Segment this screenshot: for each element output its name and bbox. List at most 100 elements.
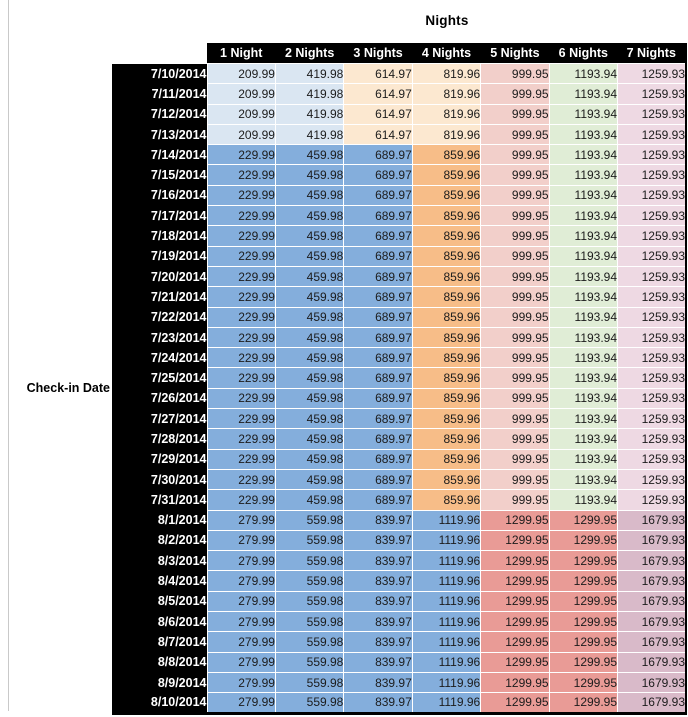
price-cell: 839.97 <box>343 651 413 673</box>
price-cell: 689.97 <box>343 428 413 450</box>
row-date: 7/20/2014 <box>112 266 207 287</box>
table-row: 7/17/2014 229.99 459.98 689.97 859.96 999.95 1… <box>112 205 688 227</box>
price-cell: 819.96 <box>411 103 482 125</box>
pricing-table: 1 Night 2 Nights 3 Nights 4 Nights 5 Nights 6… <box>112 43 688 715</box>
price-cell: 1679.93 <box>617 651 688 673</box>
price-cell: 1299.95 <box>548 692 619 715</box>
price-cell: 419.98 <box>274 83 345 105</box>
price-cell: 999.95 <box>480 123 550 146</box>
table-row: 7/29/2014 229.99 459.98 689.97 859.96 999.95 1… <box>112 448 688 470</box>
row-axis-label: Check-in Date <box>26 381 110 395</box>
price-cell: 1299.95 <box>548 611 619 633</box>
price-cell: 229.99 <box>206 286 276 308</box>
price-cell: 559.98 <box>274 590 345 613</box>
price-cell: 839.97 <box>343 692 413 715</box>
price-cell: 459.98 <box>274 367 345 389</box>
price-cell: 1119.96 <box>411 671 482 694</box>
price-cell: 279.99 <box>206 651 276 673</box>
price-cell: 839.97 <box>343 631 413 653</box>
price-cell: 689.97 <box>343 387 413 410</box>
price-cell: 839.97 <box>343 509 413 531</box>
table-row: 8/5/2014 279.99 559.98 839.97 1119.96 1299.95… <box>112 590 688 613</box>
row-date: 7/19/2014 <box>112 246 207 267</box>
price-cell: 459.98 <box>274 428 345 450</box>
price-cell: 1193.94 <box>548 306 619 328</box>
row-date: 7/26/2014 <box>112 388 207 409</box>
price-cell: 209.99 <box>206 62 276 85</box>
price-cell: 559.98 <box>274 631 345 653</box>
price-cell: 859.96 <box>411 286 482 308</box>
price-cell: 559.98 <box>274 529 345 552</box>
price-cell: 1193.94 <box>548 367 619 389</box>
price-cell: 839.97 <box>343 590 413 613</box>
price-cell: 999.95 <box>480 245 550 267</box>
row-date: 8/7/2014 <box>112 631 207 653</box>
table-row: 8/4/2014 279.99 559.98 839.97 1119.96 1299.95… <box>112 570 688 592</box>
row-date: 8/9/2014 <box>112 672 207 693</box>
row-date: 7/22/2014 <box>112 307 207 328</box>
price-cell: 1193.94 <box>548 205 619 227</box>
table-row: 7/10/2014 209.99 419.98 614.97 819.96 999.95 1… <box>112 62 688 85</box>
price-cell: 229.99 <box>206 144 276 166</box>
price-cell: 689.97 <box>343 347 413 369</box>
price-cell: 1299.95 <box>480 671 550 694</box>
price-cell: 1119.96 <box>411 570 482 592</box>
column-header: 5 Nights <box>480 43 550 64</box>
price-cell: 229.99 <box>206 265 276 288</box>
row-date: 8/6/2014 <box>112 611 207 632</box>
price-cell: 1193.94 <box>548 468 619 491</box>
price-cell: 229.99 <box>206 468 276 491</box>
price-cell: 229.99 <box>206 225 276 247</box>
table-row: 8/9/2014 279.99 559.98 839.97 1119.96 1299.95… <box>112 671 688 694</box>
table-row: 7/31/2014 229.99 459.98 689.97 859.96 999.95 1… <box>112 489 688 511</box>
price-cell: 999.95 <box>480 468 550 491</box>
price-cell: 1193.94 <box>548 164 619 186</box>
price-cell: 859.96 <box>411 225 482 247</box>
price-cell: 279.99 <box>206 671 276 694</box>
price-cell: 1299.95 <box>480 692 550 715</box>
price-cell: 859.96 <box>411 164 482 186</box>
price-cell: 689.97 <box>343 265 413 288</box>
price-cell: 999.95 <box>480 428 550 450</box>
row-date: 7/11/2014 <box>112 83 207 105</box>
price-cell: 1193.94 <box>548 144 619 166</box>
price-cell: 229.99 <box>206 164 276 186</box>
price-cell: 1193.94 <box>548 184 619 207</box>
price-cell: 1299.95 <box>548 590 619 613</box>
price-cell: 839.97 <box>343 611 413 633</box>
column-header: 2 Nights <box>275 43 344 64</box>
price-cell: 1259.93 <box>617 62 688 85</box>
price-cell: 1259.93 <box>617 144 688 166</box>
price-cell: 839.97 <box>343 570 413 592</box>
price-cell: 1259.93 <box>617 306 688 328</box>
row-date: 8/1/2014 <box>112 510 207 531</box>
price-cell: 279.99 <box>206 570 276 592</box>
price-cell: 229.99 <box>206 347 276 369</box>
table-row: 8/8/2014 279.99 559.98 839.97 1119.96 1299.95… <box>112 651 688 673</box>
price-cell: 459.98 <box>274 347 345 369</box>
price-cell: 999.95 <box>480 164 550 186</box>
price-cell: 1679.93 <box>617 509 688 531</box>
price-cell: 859.96 <box>411 144 482 166</box>
price-cell: 999.95 <box>480 103 550 125</box>
price-cell: 1299.95 <box>480 590 550 613</box>
price-cell: 229.99 <box>206 326 276 349</box>
price-cell: 559.98 <box>274 509 345 531</box>
price-cell: 1259.93 <box>617 468 688 491</box>
table-row: 7/15/2014 229.99 459.98 689.97 859.96 999.95 1… <box>112 164 688 186</box>
price-cell: 859.96 <box>411 265 482 288</box>
price-cell: 999.95 <box>480 265 550 288</box>
price-cell: 459.98 <box>274 164 345 186</box>
price-cell: 209.99 <box>206 103 276 125</box>
price-cell: 859.96 <box>411 326 482 349</box>
price-cell: 1299.95 <box>548 631 619 653</box>
price-cell: 689.97 <box>343 164 413 186</box>
price-cell: 689.97 <box>343 489 413 511</box>
price-cell: 1259.93 <box>617 265 688 288</box>
price-cell: 1679.93 <box>617 550 688 572</box>
price-cell: 1119.96 <box>411 631 482 653</box>
price-cell: 689.97 <box>343 144 413 166</box>
price-cell: 614.97 <box>343 103 413 125</box>
price-cell: 1299.95 <box>548 529 619 552</box>
price-cell: 1193.94 <box>548 103 619 125</box>
